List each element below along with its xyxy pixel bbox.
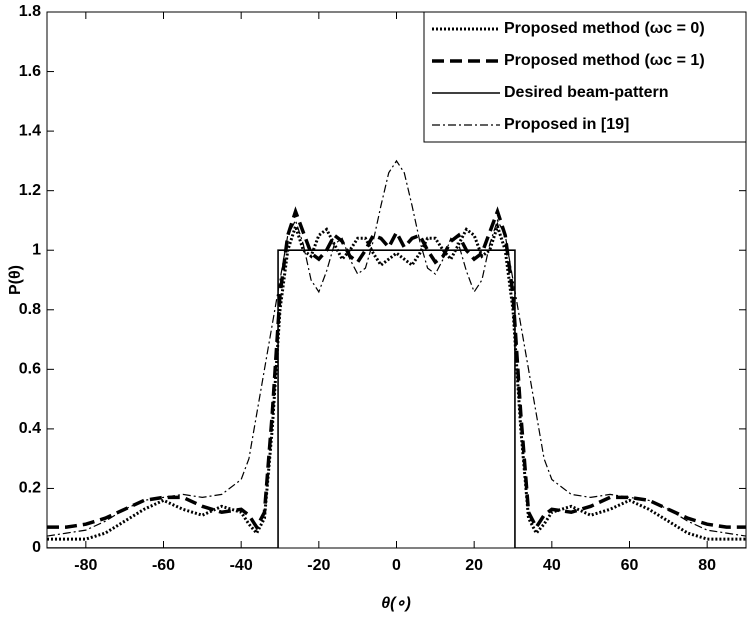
- y-tick-label: 1.2: [19, 182, 41, 199]
- legend-label: Desired beam-pattern: [504, 84, 669, 101]
- legend-label: Proposed in [19]: [504, 116, 629, 133]
- x-tick-label: 60: [621, 557, 639, 574]
- y-tick-label: 0: [32, 539, 41, 556]
- x-tick-label: 0: [392, 557, 401, 574]
- x-tick-label: 20: [465, 557, 483, 574]
- x-tick-label: -20: [307, 557, 330, 574]
- x-tick-label: -40: [230, 557, 253, 574]
- y-tick-label: 1: [32, 241, 41, 258]
- y-tick-label: 1.4: [19, 122, 41, 139]
- x-tick-label: 80: [698, 557, 716, 574]
- legend-label: Proposed method (ωc = 1): [504, 52, 705, 69]
- series-line: [47, 159, 746, 537]
- x-tick-label: -60: [152, 557, 175, 574]
- x-tick-label: -80: [74, 557, 97, 574]
- series-line: [47, 221, 746, 541]
- series-line: [47, 249, 746, 548]
- y-axis-label: P(θ): [7, 265, 24, 295]
- y-tick-label: 0.6: [19, 361, 41, 378]
- y-tick-label: 0.4: [19, 420, 41, 437]
- series-line: [47, 206, 746, 531]
- y-tick-label: 1.8: [19, 3, 41, 20]
- y-tick-label: 1.6: [19, 63, 41, 80]
- y-tick-label: 0.2: [19, 480, 41, 497]
- x-axis-label: θ(∘): [381, 595, 411, 612]
- y-tick-label: 0.8: [19, 301, 41, 318]
- x-tick-label: 40: [543, 557, 561, 574]
- legend-box: [423, 11, 747, 143]
- legend-label: Proposed method (ωc = 0): [504, 20, 705, 37]
